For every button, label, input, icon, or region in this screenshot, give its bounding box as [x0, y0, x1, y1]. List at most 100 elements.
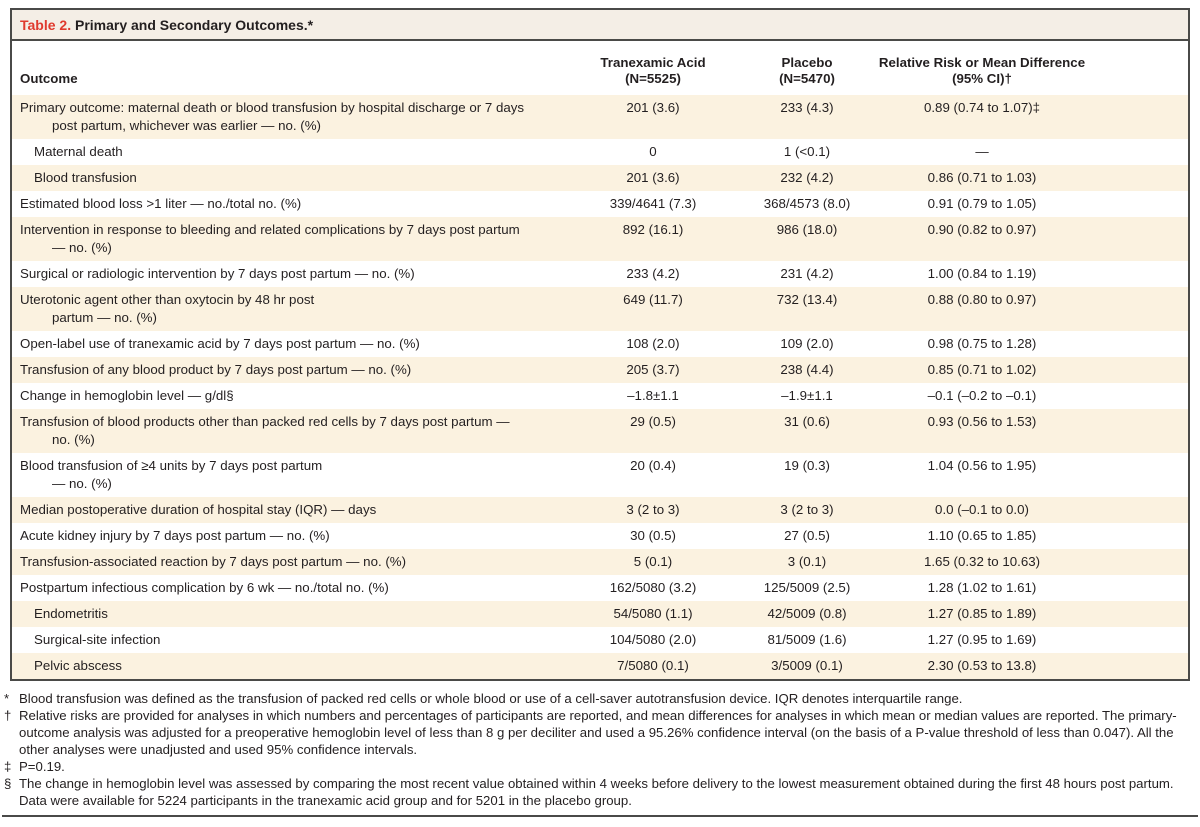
relative-risk-value-cell: 0.89 (0.74 to 1.07)‡	[923, 100, 1041, 115]
tranexamic-value-cell: 54/5080 (1.1)	[613, 606, 693, 621]
outcome-label: Transfusion of any blood product by 7 da…	[20, 362, 412, 377]
outcome-label: Estimated blood loss >1 liter — no./tota…	[20, 196, 302, 211]
footnote-text: P=0.19.	[19, 759, 65, 774]
outcome-label: Change in hemoglobin level — g/dl§	[20, 388, 234, 403]
footnote: § The change in hemoglobin level was asse…	[4, 775, 1196, 809]
outcome-cell: Median postoperative duration of hospita…	[12, 501, 564, 519]
outcome-cell: Surgical-site infection	[12, 631, 564, 649]
footnote-text: The change in hemoglobin level was asses…	[19, 776, 1174, 808]
footnote-text: Blood transfusion was defined as the tra…	[19, 691, 963, 706]
relative-risk-value-cell: 0.88 (0.80 to 0.97)	[927, 292, 1037, 307]
footnote-marker: *	[4, 691, 10, 706]
outcome-cell: Acute kidney injury by 7 days post partu…	[12, 527, 564, 545]
footnote-marker: ‡	[4, 759, 12, 774]
table-row: Open-label use of tranexamic acid by 7 d…	[12, 331, 1188, 357]
outcome-label: — no. (%)	[52, 240, 112, 255]
footnote-marker: §	[4, 776, 12, 791]
table-row: Uterotonic agent other than oxytocin by …	[12, 287, 1188, 331]
column-header-placebo: Placebo (N=5470)	[742, 55, 872, 87]
outcomes-table: Table 2. Primary and Secondary Outcomes.…	[10, 8, 1190, 681]
outcome-cell: Blood transfusion of ≥4 units by 7 days …	[12, 457, 564, 493]
footnote: ‡ P=0.19.	[4, 758, 1196, 775]
table-row: Maternal death 0 1 (<0.1) —	[12, 139, 1188, 165]
table-title-bar: Table 2. Primary and Secondary Outcomes.…	[12, 10, 1188, 41]
outcome-cell: Surgical or radiologic intervention by 7…	[12, 265, 564, 283]
placebo-value-cell: 27 (0.5)	[784, 528, 830, 543]
outcome-label: no. (%)	[52, 432, 95, 447]
tranexamic-value-cell: 30 (0.5)	[630, 528, 676, 543]
column-header-placebo-name: Placebo	[781, 55, 833, 70]
outcome-label: Blood transfusion of ≥4 units by 7 days …	[20, 458, 323, 473]
placebo-value-cell: 125/5009 (2.5)	[763, 580, 851, 595]
relative-risk-value-cell: 1.10 (0.65 to 1.85)	[927, 528, 1037, 543]
tranexamic-value-cell: 339/4641 (7.3)	[609, 196, 697, 211]
outcome-label: Transfusion-associated reaction by 7 day…	[20, 554, 407, 569]
outcome-cell: Change in hemoglobin level — g/dl§	[12, 387, 564, 405]
placebo-value-cell: –1.9±1.1	[781, 388, 833, 403]
table-number-label: Table 2.	[20, 17, 72, 33]
column-header-relative-risk-name: Relative Risk or Mean Difference	[878, 55, 1086, 70]
placebo-value-cell: 233 (4.3)	[780, 100, 834, 115]
column-header-outcome: Outcome	[20, 71, 78, 86]
outcome-cell: Transfusion of blood products other than…	[12, 413, 564, 449]
tranexamic-value-cell: 29 (0.5)	[630, 414, 676, 429]
tranexamic-value-cell: 201 (3.6)	[626, 100, 680, 115]
table-row: Surgical or radiologic intervention by 7…	[12, 261, 1188, 287]
placebo-value-cell: 1 (<0.1)	[783, 144, 831, 159]
column-header-tranexamic-n: (N=5525)	[625, 71, 681, 86]
outcome-cell: Postpartum infectious complication by 6 …	[12, 579, 564, 597]
tranexamic-value-cell: 892 (16.1)	[622, 222, 684, 237]
tranexamic-value-cell: 205 (3.7)	[626, 362, 680, 377]
footnote-text: Relative risks are provided for analyses…	[19, 708, 1177, 757]
tranexamic-value-cell: 162/5080 (3.2)	[609, 580, 697, 595]
outcome-label: Endometritis	[34, 606, 108, 621]
table-row: Median postoperative duration of hospita…	[12, 497, 1188, 523]
relative-risk-value-cell: 0.93 (0.56 to 1.53)	[927, 414, 1037, 429]
outcome-label: Transfusion of blood products other than…	[20, 414, 510, 429]
placebo-value-cell: 3/5009 (0.1)	[771, 658, 843, 673]
footnote-marker: †	[4, 708, 12, 723]
table-row: Endometritis 54/5080 (1.1) 42/5009 (0.8) 1.…	[12, 601, 1188, 627]
relative-risk-value-cell: 1.65 (0.32 to 10.63)	[923, 554, 1041, 569]
outcome-label: Pelvic abscess	[34, 658, 122, 673]
bottom-rule	[2, 815, 1198, 817]
table-row: Change in hemoglobin level — g/dl§ –1.8±1…	[12, 383, 1188, 409]
table-row: Blood transfusion 201 (3.6) 232 (4.2) 0.86 …	[12, 165, 1188, 191]
tranexamic-value-cell: 3 (2 to 3)	[626, 502, 680, 517]
placebo-value-cell: 238 (4.4)	[780, 362, 834, 377]
table-header-row: Outcome Tranexamic Acid (N=5525) Placebo…	[12, 41, 1188, 95]
outcome-cell: Transfusion of any blood product by 7 da…	[12, 361, 564, 379]
relative-risk-value-cell: 1.28 (1.02 to 1.61)	[927, 580, 1037, 595]
outcome-cell: Uterotonic agent other than oxytocin by …	[12, 291, 564, 327]
relative-risk-value-cell: –0.1 (–0.2 to –0.1)	[927, 388, 1037, 403]
relative-risk-value-cell: 0.85 (0.71 to 1.02)	[927, 362, 1037, 377]
placebo-value-cell: 19 (0.3)	[784, 458, 830, 473]
outcome-label: post partum, whichever was earlier — no.…	[52, 118, 321, 133]
tranexamic-value-cell: 20 (0.4)	[630, 458, 676, 473]
outcome-label: Uterotonic agent other than oxytocin by …	[20, 292, 315, 307]
relative-risk-value-cell: 1.27 (0.85 to 1.89)	[927, 606, 1037, 621]
placebo-value-cell: 232 (4.2)	[780, 170, 834, 185]
placebo-value-cell: 81/5009 (1.6)	[767, 632, 847, 647]
outcome-label: Surgical-site infection	[34, 632, 161, 647]
table-row: Estimated blood loss >1 liter — no./tota…	[12, 191, 1188, 217]
column-header-relative-risk-ci: (95% CI)†	[952, 71, 1012, 86]
placebo-value-cell: 3 (2 to 3)	[780, 502, 834, 517]
table-row: Acute kidney injury by 7 days post partu…	[12, 523, 1188, 549]
table-title: Primary and Secondary Outcomes.*	[74, 17, 314, 33]
placebo-value-cell: 31 (0.6)	[784, 414, 830, 429]
tranexamic-value-cell: 201 (3.6)	[626, 170, 680, 185]
footnotes: * Blood transfusion was defined as the tr…	[4, 690, 1196, 809]
outcome-label: — no. (%)	[52, 476, 112, 491]
column-header-placebo-n: (N=5470)	[779, 71, 835, 86]
relative-risk-value-cell: —	[975, 144, 989, 159]
outcome-cell: Pelvic abscess	[12, 657, 564, 675]
outcome-label: Postpartum infectious complication by 6 …	[20, 580, 389, 595]
relative-risk-value-cell: 1.00 (0.84 to 1.19)	[927, 266, 1037, 281]
outcome-cell: Intervention in response to bleeding and…	[12, 221, 564, 257]
tranexamic-value-cell: 7/5080 (0.1)	[617, 658, 689, 673]
outcome-label: Surgical or radiologic intervention by 7…	[20, 266, 415, 281]
outcome-cell: Primary outcome: maternal death or blood…	[12, 99, 564, 135]
table-row: Transfusion of any blood product by 7 da…	[12, 357, 1188, 383]
placebo-value-cell: 109 (2.0)	[780, 336, 834, 351]
